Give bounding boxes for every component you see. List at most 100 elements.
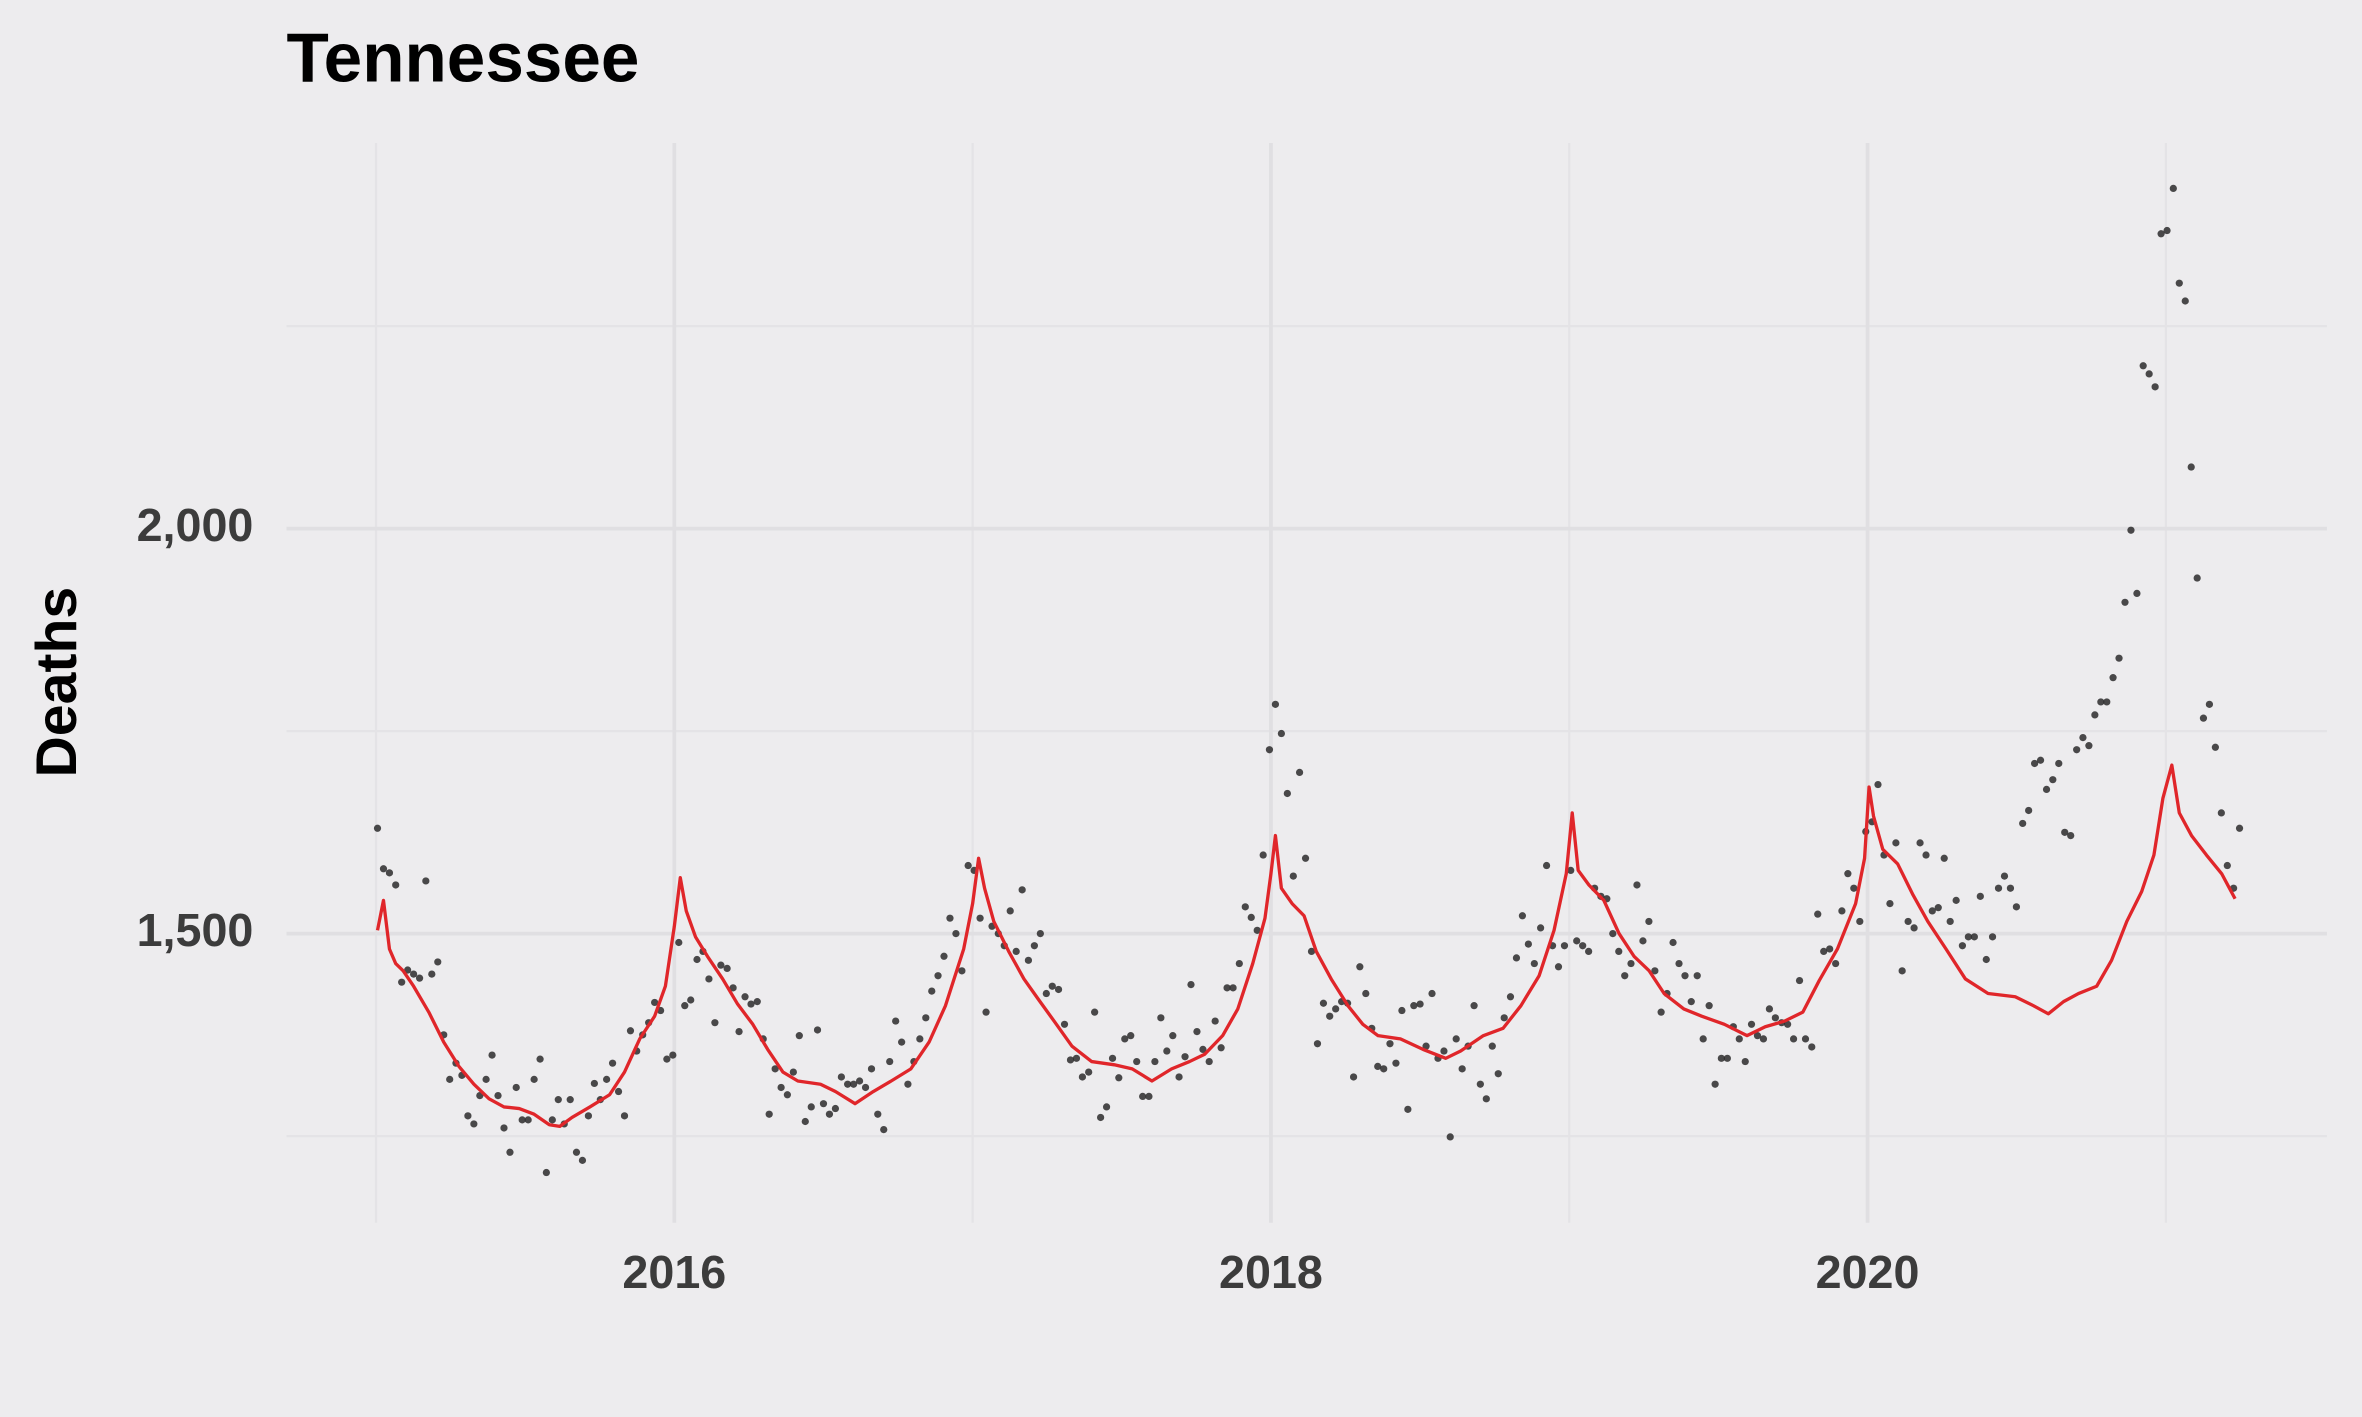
point xyxy=(409,970,418,978)
point xyxy=(1259,851,1267,859)
point xyxy=(813,1026,822,1034)
point xyxy=(729,984,737,992)
point xyxy=(1627,959,1635,968)
point xyxy=(2085,742,2093,750)
point xyxy=(819,1100,828,1108)
point xyxy=(548,1116,556,1124)
point xyxy=(1976,892,1984,900)
point xyxy=(524,1116,532,1124)
point xyxy=(940,952,948,960)
point xyxy=(590,1079,598,1088)
point xyxy=(1621,972,1629,980)
point xyxy=(1958,942,1967,950)
x-tick-label: 2016 xyxy=(622,1246,726,1298)
point xyxy=(922,1014,930,1022)
point xyxy=(1651,967,1659,975)
point xyxy=(964,861,972,870)
point xyxy=(482,1075,490,1083)
point xyxy=(1723,1054,1731,1062)
point xyxy=(1108,1054,1117,1062)
point xyxy=(1850,884,1858,892)
point xyxy=(982,1008,990,1016)
point xyxy=(1904,917,1912,926)
point xyxy=(554,1096,562,1104)
point xyxy=(1940,854,1948,862)
point xyxy=(2133,589,2141,598)
point xyxy=(2049,776,2057,784)
point xyxy=(1741,1057,1749,1066)
point xyxy=(1988,933,1997,941)
point xyxy=(1187,981,1195,989)
point xyxy=(1946,917,1954,926)
point xyxy=(1801,1035,1810,1043)
point xyxy=(1494,1070,1502,1078)
point xyxy=(747,1000,755,1008)
point xyxy=(1814,910,1822,918)
point xyxy=(2109,674,2117,682)
point xyxy=(530,1075,538,1083)
point xyxy=(753,998,761,1006)
point xyxy=(2025,806,2033,815)
point xyxy=(1205,1057,1213,1066)
point xyxy=(1440,1047,1448,1055)
point xyxy=(1567,866,1575,875)
point xyxy=(2217,809,2225,817)
point xyxy=(1307,947,1316,956)
point xyxy=(1645,917,1653,926)
point xyxy=(1783,1020,1792,1028)
point xyxy=(1091,1008,1099,1016)
point xyxy=(867,1065,876,1073)
point xyxy=(1452,1035,1460,1043)
point xyxy=(1048,982,1056,990)
point xyxy=(681,1002,689,1010)
point xyxy=(1253,926,1261,934)
point xyxy=(1199,1045,1207,1054)
point xyxy=(1229,984,1237,992)
point xyxy=(2030,759,2039,768)
point xyxy=(1362,989,1370,998)
point xyxy=(506,1148,514,1156)
point xyxy=(2061,828,2069,836)
point xyxy=(415,974,424,982)
point xyxy=(566,1096,574,1104)
point xyxy=(1928,907,1936,915)
point xyxy=(1747,1020,1756,1028)
point xyxy=(494,1091,502,1100)
point xyxy=(1151,1057,1159,1066)
point xyxy=(663,1055,671,1063)
point xyxy=(2067,831,2075,840)
point xyxy=(1482,1095,1490,1103)
point xyxy=(1982,955,1990,964)
point xyxy=(2091,711,2099,719)
point xyxy=(1332,1005,1340,1013)
y-tick-label: 1,500 xyxy=(137,904,254,956)
point xyxy=(1500,1014,1508,1022)
point xyxy=(1374,1062,1382,1071)
point xyxy=(1524,940,1532,948)
point xyxy=(928,987,936,995)
point xyxy=(2223,861,2231,870)
point xyxy=(1518,912,1527,920)
point xyxy=(1422,1042,1430,1050)
point xyxy=(904,1080,912,1088)
point xyxy=(651,998,659,1007)
point xyxy=(783,1091,791,1099)
point xyxy=(2073,746,2081,754)
point xyxy=(1163,1047,1171,1055)
point xyxy=(1326,1012,1334,1020)
y-tick-label: 2,000 xyxy=(137,499,254,551)
point xyxy=(831,1104,840,1113)
point xyxy=(1024,956,1033,964)
point xyxy=(2000,872,2009,880)
point xyxy=(572,1148,581,1156)
point xyxy=(687,996,695,1004)
point xyxy=(2163,226,2171,235)
point xyxy=(717,961,725,969)
point xyxy=(1078,1073,1087,1081)
point xyxy=(1699,1035,1707,1043)
point xyxy=(2042,785,2051,794)
point xyxy=(434,958,442,966)
point xyxy=(1488,1042,1496,1050)
